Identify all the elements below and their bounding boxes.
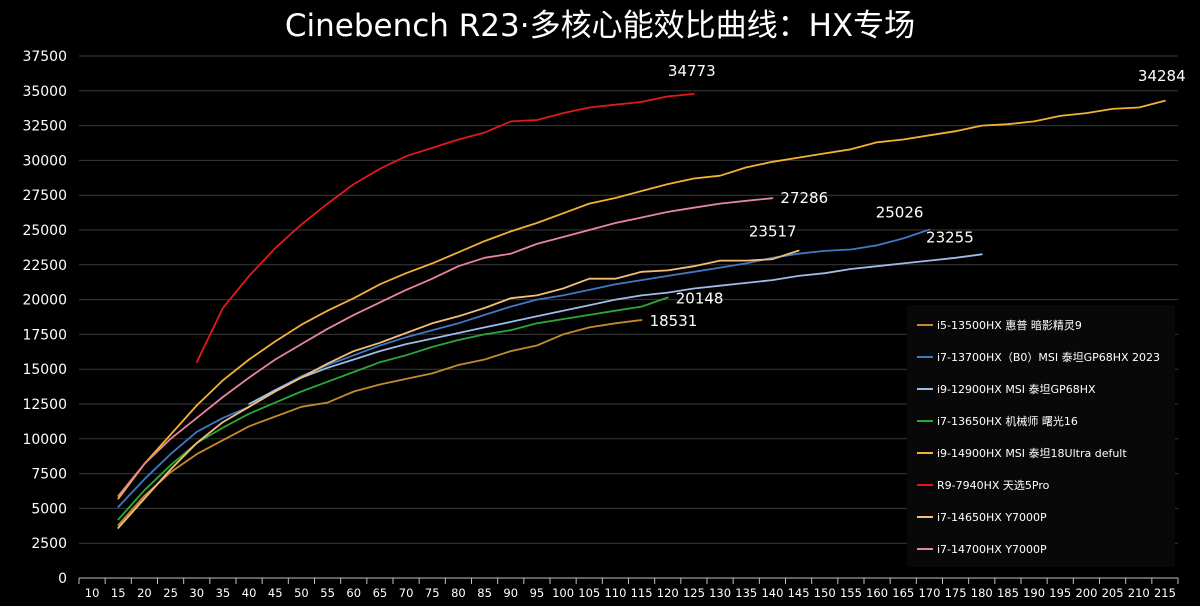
x-tick-label: 160	[866, 586, 888, 600]
legend-box	[907, 305, 1175, 567]
series-line	[117, 319, 643, 526]
data-label: 34773	[668, 62, 716, 80]
x-tick-label: 40	[242, 586, 257, 600]
x-tick-label: 175	[945, 586, 967, 600]
x-tick-label: 90	[503, 586, 518, 600]
x-tick-label: 35	[216, 586, 231, 600]
series-line	[117, 99, 1166, 500]
y-tick-label: 5000	[31, 501, 67, 517]
x-tick-label: 15	[111, 586, 126, 600]
legend-label: i9-14900HX MSI 泰坦18Ultra defult	[937, 446, 1127, 460]
x-tick-label: 165	[892, 586, 914, 600]
x-tick-label: 10	[85, 586, 100, 600]
y-tick-label: 25000	[22, 223, 67, 239]
series-line	[117, 197, 774, 497]
x-tick-label: 75	[425, 586, 440, 600]
x-tick-label: 115	[631, 586, 653, 600]
y-tick-label: 12500	[22, 397, 67, 413]
x-tick-label: 65	[373, 586, 388, 600]
y-tick-label: 32500	[22, 119, 67, 135]
x-tick-label: 205	[1102, 586, 1124, 600]
y-tick-label: 2500	[31, 536, 67, 552]
y-tick-label: 35000	[22, 84, 67, 100]
legend-label: i9-12900HX MSI 泰坦GP68HX	[937, 382, 1096, 396]
x-tick-label: 210	[1128, 586, 1150, 600]
x-tick-label: 215	[1154, 586, 1176, 600]
x-tick-label: 95	[530, 586, 545, 600]
data-label: 34284	[1138, 67, 1186, 85]
x-tick-label: 105	[578, 586, 600, 600]
y-tick-label: 37500	[22, 49, 67, 65]
y-tick-label: 0	[58, 571, 67, 587]
x-tick-label: 70	[399, 586, 414, 600]
legend-label: i7-14700HX Y7000P	[937, 543, 1047, 556]
x-tick-label: 145	[788, 586, 810, 600]
data-label: 25026	[876, 204, 924, 222]
y-tick-label: 30000	[22, 153, 67, 169]
x-tick-label: 30	[189, 586, 204, 600]
series-line	[117, 296, 669, 521]
x-tick-label: 120	[657, 586, 679, 600]
x-tick-label: 130	[709, 586, 731, 600]
x-tick-label: 45	[268, 586, 283, 600]
series-line	[195, 93, 695, 364]
data-label: 20148	[676, 290, 724, 308]
x-tick-label: 125	[683, 586, 705, 600]
x-tick-label: 135	[735, 586, 757, 600]
y-tick-label: 10000	[22, 432, 67, 448]
x-tick-label: 185	[997, 586, 1019, 600]
y-tick-label: 15000	[22, 362, 67, 378]
series-line	[248, 253, 983, 405]
x-tick-label: 195	[1049, 586, 1071, 600]
data-label: 23255	[926, 228, 974, 246]
legend-label: i7-14650HX Y7000P	[937, 511, 1047, 524]
x-tick-label: 170	[918, 586, 940, 600]
chart-title: Cinebench R23·多核心能效比曲线：HX专场	[285, 8, 915, 44]
legend-label: R9-7940HX 天选5Pro	[937, 479, 1050, 492]
x-tick-label: 180	[971, 586, 993, 600]
x-tick-label: 25	[163, 586, 178, 600]
x-tick-label: 110	[604, 586, 626, 600]
x-tick-label: 190	[1023, 586, 1045, 600]
x-tick-label: 85	[477, 586, 492, 600]
y-tick-label: 17500	[22, 327, 67, 343]
x-tick-label: 50	[294, 586, 309, 600]
series-lines	[117, 93, 1166, 529]
x-tick-label: 100	[552, 586, 574, 600]
x-tick-label: 200	[1075, 586, 1097, 600]
x-tick-label: 140	[761, 586, 783, 600]
data-label: 27286	[780, 189, 828, 207]
y-tick-label: 22500	[22, 258, 67, 274]
y-tick-label: 27500	[22, 188, 67, 204]
legend-label: i7-13700HX（B0）MSI 泰坦GP68HX 2023	[937, 350, 1160, 364]
legend-label: i5-13500HX 惠普 暗影精灵9	[937, 318, 1082, 332]
x-tick-label: 155	[840, 586, 862, 600]
y-tick-label: 20000	[22, 293, 67, 309]
legend: i5-13500HX 惠普 暗影精灵9 i7-13700HX（B0）MSI 泰坦G…	[917, 318, 1160, 556]
y-tick-label: 7500	[31, 467, 67, 483]
x-tick-label: 60	[346, 586, 361, 600]
grid	[79, 55, 1178, 579]
series-line	[117, 249, 800, 529]
x-tick-label: 80	[451, 586, 466, 600]
x-tick-label: 150	[814, 586, 836, 600]
legend-label: i7-13650HX 机械师 曙光16	[937, 414, 1078, 428]
data-label: 18531	[650, 312, 698, 330]
data-label: 23517	[749, 223, 797, 241]
axes: 0 2500 5000 7500 10000 12500 15000 17500 20000 22…	[22, 49, 1179, 600]
x-tick-label: 20	[137, 586, 152, 600]
x-tick-label: 55	[320, 586, 335, 600]
